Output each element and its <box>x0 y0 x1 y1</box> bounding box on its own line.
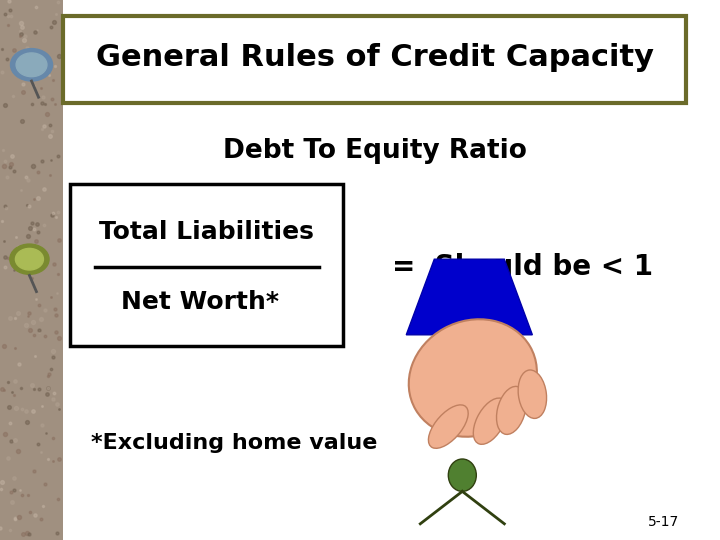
Ellipse shape <box>518 370 546 418</box>
FancyBboxPatch shape <box>70 184 343 346</box>
Text: 5-17: 5-17 <box>648 515 680 529</box>
Ellipse shape <box>473 398 508 444</box>
Circle shape <box>10 244 49 274</box>
Circle shape <box>15 248 43 270</box>
Text: General Rules of Credit Capacity: General Rules of Credit Capacity <box>96 43 654 72</box>
Text: Debt To Equity Ratio: Debt To Equity Ratio <box>222 138 527 164</box>
FancyBboxPatch shape <box>63 16 686 103</box>
Bar <box>0 0 63 540</box>
Text: *Excluding home value: *Excluding home value <box>91 433 377 453</box>
Circle shape <box>11 49 53 81</box>
Ellipse shape <box>449 459 477 491</box>
Text: =  Should be < 1: = Should be < 1 <box>392 253 653 281</box>
Text: Net Worth*: Net Worth* <box>121 291 279 314</box>
Ellipse shape <box>497 387 526 434</box>
Text: Total Liabilities: Total Liabilities <box>99 220 314 244</box>
Ellipse shape <box>409 319 537 437</box>
Polygon shape <box>406 259 532 335</box>
Ellipse shape <box>428 405 468 448</box>
Circle shape <box>16 53 47 77</box>
